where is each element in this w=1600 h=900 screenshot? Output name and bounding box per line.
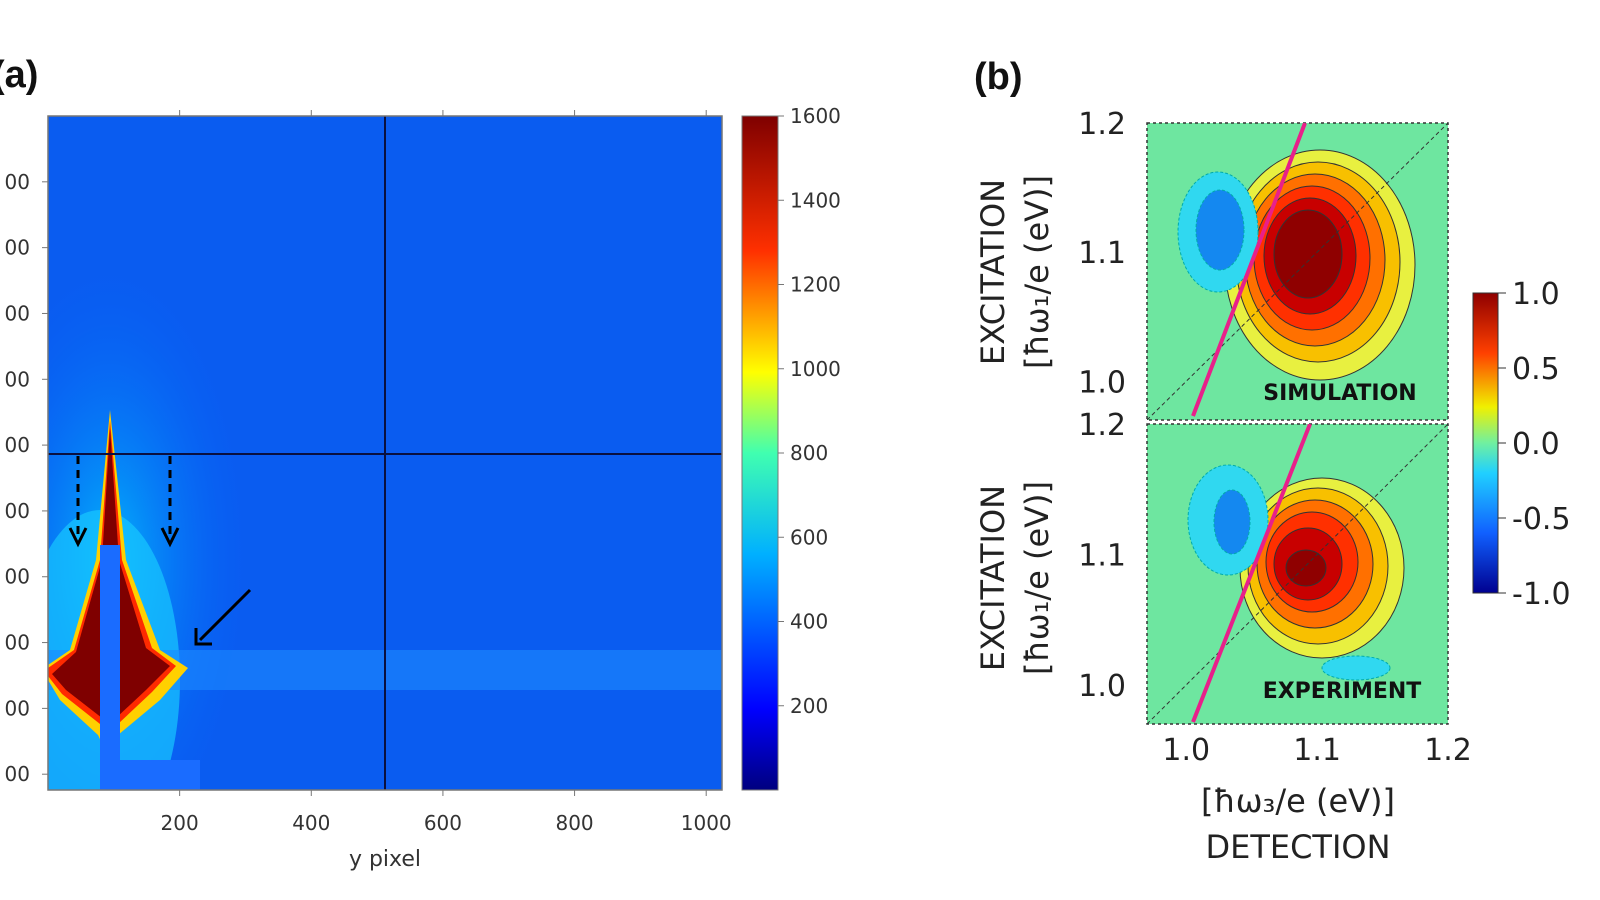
panel-b-xlabel-line1: [ħω₃/e (eV)] — [1201, 782, 1395, 820]
heatmap-a-beamstop-base — [100, 760, 200, 790]
panel-b-y-tick-label: 1.2 — [1078, 408, 1126, 443]
panel-a-y-tick-label: 00 — [5, 696, 30, 720]
colorbar-b-tick-label: 0.5 — [1512, 352, 1560, 387]
panel-b-y-tick-label: 1.1 — [1078, 538, 1126, 573]
colorbar-a-tick-label: 1200 — [790, 273, 841, 297]
colorbar-b — [1472, 292, 1499, 594]
heatmap-a-beamstop — [100, 545, 120, 790]
colorbar-a-tick-label: 1000 — [790, 357, 841, 381]
simulation-title: SIMULATION — [1263, 381, 1416, 406]
panel-b-label: (b) — [974, 56, 1023, 98]
colorbar-a-ticks: 1600 1400 1200 1000 800 600 400 200 — [778, 104, 841, 718]
simulation-ylabel-line2: [ħω₁/e (eV)] — [1018, 175, 1056, 369]
simulation-ylabel-line1: EXCITATION — [974, 179, 1012, 365]
solid-arrow-head — [194, 628, 212, 646]
panel-b-x-tick-label: 1.2 — [1424, 733, 1472, 768]
dashed-arrow-left-head — [68, 527, 88, 548]
colorbar-a-tick-label: 1600 — [790, 104, 841, 128]
colorbar-a-tick-label: 400 — [790, 610, 828, 634]
panel-a-y-tick-label: 00 — [5, 499, 30, 523]
colorbar-a-tick-label: 800 — [790, 441, 828, 465]
panel-b-x-ticks: 1.0 1.1 1.2 — [1162, 733, 1471, 768]
colorbar-b-tick-label: -1.0 — [1512, 577, 1571, 612]
colorbar-b-ticks: 1.0 0.5 0.0 -0.5 -1.0 — [1498, 277, 1571, 612]
heatmap-a-frame — [47, 115, 723, 791]
simulation-contours — [1147, 123, 1448, 420]
colorbar-a — [741, 115, 779, 791]
panel-a-y-tick-label: 00 — [5, 433, 30, 457]
panel-b-y-ticks-bottom: 1.0 1.1 1.2 — [1078, 408, 1126, 704]
panel-a-y-tick-label: 00 — [5, 762, 30, 786]
dashed-arrow-right-head — [160, 527, 180, 548]
panel-a-x-tick-label: 400 — [292, 811, 330, 835]
experiment-title: EXPERIMENT — [1263, 679, 1422, 704]
panel-a-xlabel: y pixel — [349, 847, 421, 872]
panel-a-y-ticks: 00 00 00 00 00 00 00 00 00 00 — [5, 170, 48, 786]
colorbar-b-tick-label: 1.0 — [1512, 277, 1560, 312]
panel-a-y-tick-label: 00 — [5, 565, 30, 589]
panel-b-x-tick-label: 1.0 — [1162, 733, 1210, 768]
panel-a-x-tick-label: 600 — [424, 811, 462, 835]
panel-a-y-tick-label: 00 — [5, 631, 30, 655]
colorbar-b-tick-label: 0.0 — [1512, 427, 1560, 462]
panel-b-y-tick-label: 1.1 — [1078, 236, 1126, 271]
panel-a-y-tick-label: 00 — [5, 367, 30, 391]
colorbar-a-tick-label: 200 — [790, 694, 828, 718]
panel-b-y-tick-label: 1.0 — [1078, 669, 1126, 704]
experiment-ylabel-line1: EXCITATION — [974, 485, 1012, 671]
panel-a-y-tick-label: 00 — [5, 170, 30, 194]
panel-b-y-tick-label: 1.2 — [1078, 107, 1126, 142]
panel-a-label: (a) — [0, 54, 39, 96]
panel-a-x-tick-label: 200 — [161, 811, 199, 835]
panel-b-x-tick-label: 1.1 — [1293, 733, 1341, 768]
colorbar-a-tick-label: 600 — [790, 525, 828, 549]
panel-b-xlabel-line2: DETECTION — [1205, 828, 1390, 866]
solid-arrow — [198, 588, 252, 642]
panel-a-x-ticks: 200 400 600 800 1000 — [161, 110, 732, 835]
panel-b-y-ticks-top: 1.0 1.1 1.2 — [1078, 107, 1126, 400]
panel-a-y-tick-label: 00 — [5, 301, 30, 325]
colorbar-b-tick-label: -0.5 — [1512, 502, 1571, 537]
panel-a-y-tick-label: 00 — [5, 236, 30, 260]
panel-a-x-tick-label: 800 — [555, 811, 593, 835]
panel-b-y-tick-label: 1.0 — [1078, 365, 1126, 400]
experiment-contours — [1147, 424, 1448, 724]
colorbar-a-tick-label: 1400 — [790, 188, 841, 212]
panel-a-x-tick-label: 1000 — [681, 811, 732, 835]
experiment-ylabel-line2: [ħω₁/e (eV)] — [1018, 481, 1056, 675]
